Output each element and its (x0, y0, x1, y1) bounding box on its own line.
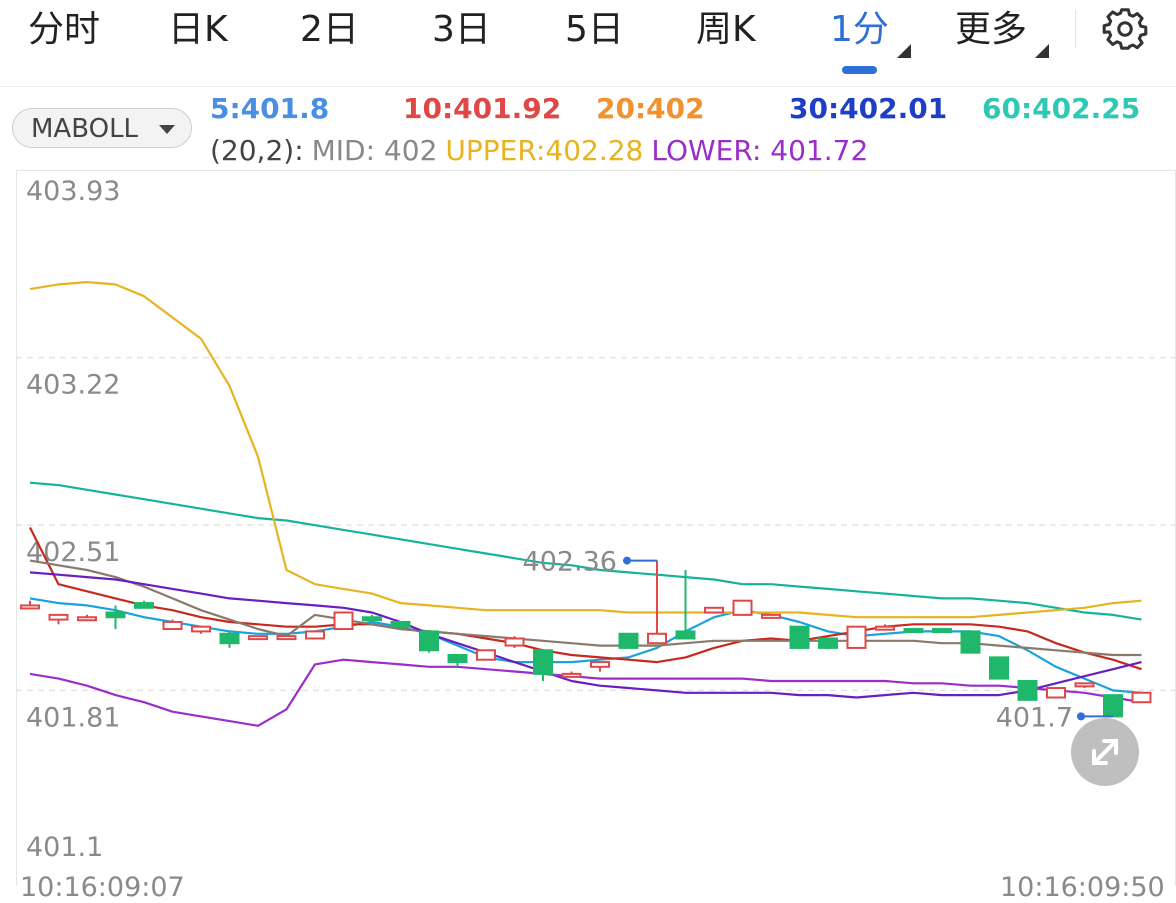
high-marker-label: 402.36 (523, 547, 617, 578)
period-tab-bar: 分时 日K 2日 3日 5日 周K 1分 更多 (0, 0, 1176, 87)
tab-5day[interactable]: 5日 (565, 9, 624, 50)
series-line-10 (29, 527, 1142, 671)
candle-body (219, 632, 240, 645)
candle-body (675, 630, 696, 640)
x-axis-end-label: 10:16:09:50 (1000, 872, 1165, 903)
candle-body (20, 604, 40, 610)
candle-body (846, 625, 867, 649)
candle-body (504, 637, 525, 647)
kline-chart-svg: 403.93 403.22 402.51 401.81 401.1 402.36 401.7 (16, 170, 1176, 886)
caret-down-icon (159, 125, 175, 134)
candle-body (476, 649, 496, 661)
boll-values: (20,2): MID: 402 UPPER:402.28 LOWER: 401.72 (210, 134, 876, 167)
y-tick-label: 403.22 (26, 370, 120, 401)
candle-body (134, 602, 154, 609)
x-axis-start-label: 10:16:09:07 (20, 872, 185, 903)
tab-timeshare[interactable]: 分时 (28, 9, 101, 50)
candle-body (447, 654, 468, 664)
candle-body (362, 616, 382, 622)
low-marker-dot (1077, 712, 1085, 721)
y-tick-label: 402.51 (26, 537, 120, 568)
ma20-value: 20:402 (596, 92, 705, 125)
candle-body (704, 606, 724, 614)
candle-body (105, 611, 126, 619)
ma10-value: 10:401.92 (403, 92, 562, 125)
indicator-select-label: MABOLL (31, 114, 139, 144)
series-line-upper (29, 280, 1142, 619)
candle-body (875, 625, 895, 631)
tab-weekly-k[interactable]: 周K (696, 9, 756, 50)
tab-3day[interactable]: 3日 (432, 9, 491, 50)
boll-params: (20,2): (210, 134, 304, 167)
y-tick-label: 401.81 (26, 702, 120, 733)
ma30-value: 30:402.01 (789, 92, 948, 125)
ma60-value: 60:402.25 (982, 92, 1141, 125)
boll-lower: LOWER: 401.72 (651, 134, 869, 167)
candle-body (419, 630, 439, 652)
candle-body (248, 635, 268, 641)
active-tab-underline (842, 66, 877, 74)
candle-body (191, 625, 211, 633)
boll-upper: UPPER:402.28 (445, 134, 644, 167)
candle-body (305, 630, 325, 640)
candle-body (590, 661, 610, 668)
tab-1min[interactable]: 1分 (830, 4, 911, 74)
candle-body (732, 599, 753, 616)
tab-more-label: 更多 (955, 9, 1028, 50)
low-marker-label: 401.7 (996, 702, 1073, 733)
candle-body (1017, 679, 1038, 701)
tab-divider (1075, 10, 1076, 48)
candle-body (48, 613, 69, 621)
series-line-30 (29, 571, 1142, 699)
candle-body (77, 616, 97, 622)
expand-icon (1092, 739, 1118, 765)
candle-body (647, 632, 667, 645)
candle-body (989, 656, 1009, 680)
series-line-60 (29, 481, 1142, 621)
candle-body (1103, 694, 1123, 718)
candle-body (1074, 682, 1095, 688)
chart-frame (16, 170, 1176, 886)
tab-1min-label: 1分 (830, 9, 889, 50)
series-line-lower (29, 658, 1142, 727)
dropdown-corner-icon (896, 44, 911, 58)
candle-body (818, 637, 838, 649)
candle-body (1046, 687, 1066, 699)
candle-body (561, 672, 582, 678)
ma5-value: 5:401.8 (210, 92, 330, 125)
boll-mid: MID: 402 (311, 134, 438, 167)
candle-body (1131, 691, 1152, 704)
kline-chart[interactable]: 403.93 403.22 402.51 401.81 401.1 402.36 401.7 (16, 170, 1176, 886)
fullscreen-button[interactable] (1071, 718, 1139, 786)
candle-body (960, 630, 981, 654)
candle-body (390, 620, 411, 628)
candle-body (789, 625, 810, 649)
tab-more[interactable]: 更多 (955, 4, 1050, 58)
y-tick-label: 403.93 (26, 176, 120, 207)
candle-body (903, 628, 924, 634)
candle-body (162, 620, 183, 631)
tab-2day[interactable]: 2日 (300, 9, 359, 50)
series-line-5 (29, 597, 1142, 694)
candle-body (333, 611, 354, 631)
candle-body (618, 632, 639, 649)
dropdown-corner-icon (1035, 44, 1050, 58)
candle-body (761, 613, 781, 619)
indicator-select[interactable]: MABOLL (12, 108, 192, 148)
candle-body (932, 628, 952, 634)
gear-icon[interactable] (1102, 6, 1148, 52)
series-line-20 (29, 559, 1142, 657)
candle-body (276, 635, 297, 641)
candle-body (533, 649, 553, 675)
tab-daily-k[interactable]: 日K (168, 9, 228, 50)
high-marker-dot (623, 556, 631, 565)
y-tick-label: 401.1 (26, 832, 103, 863)
